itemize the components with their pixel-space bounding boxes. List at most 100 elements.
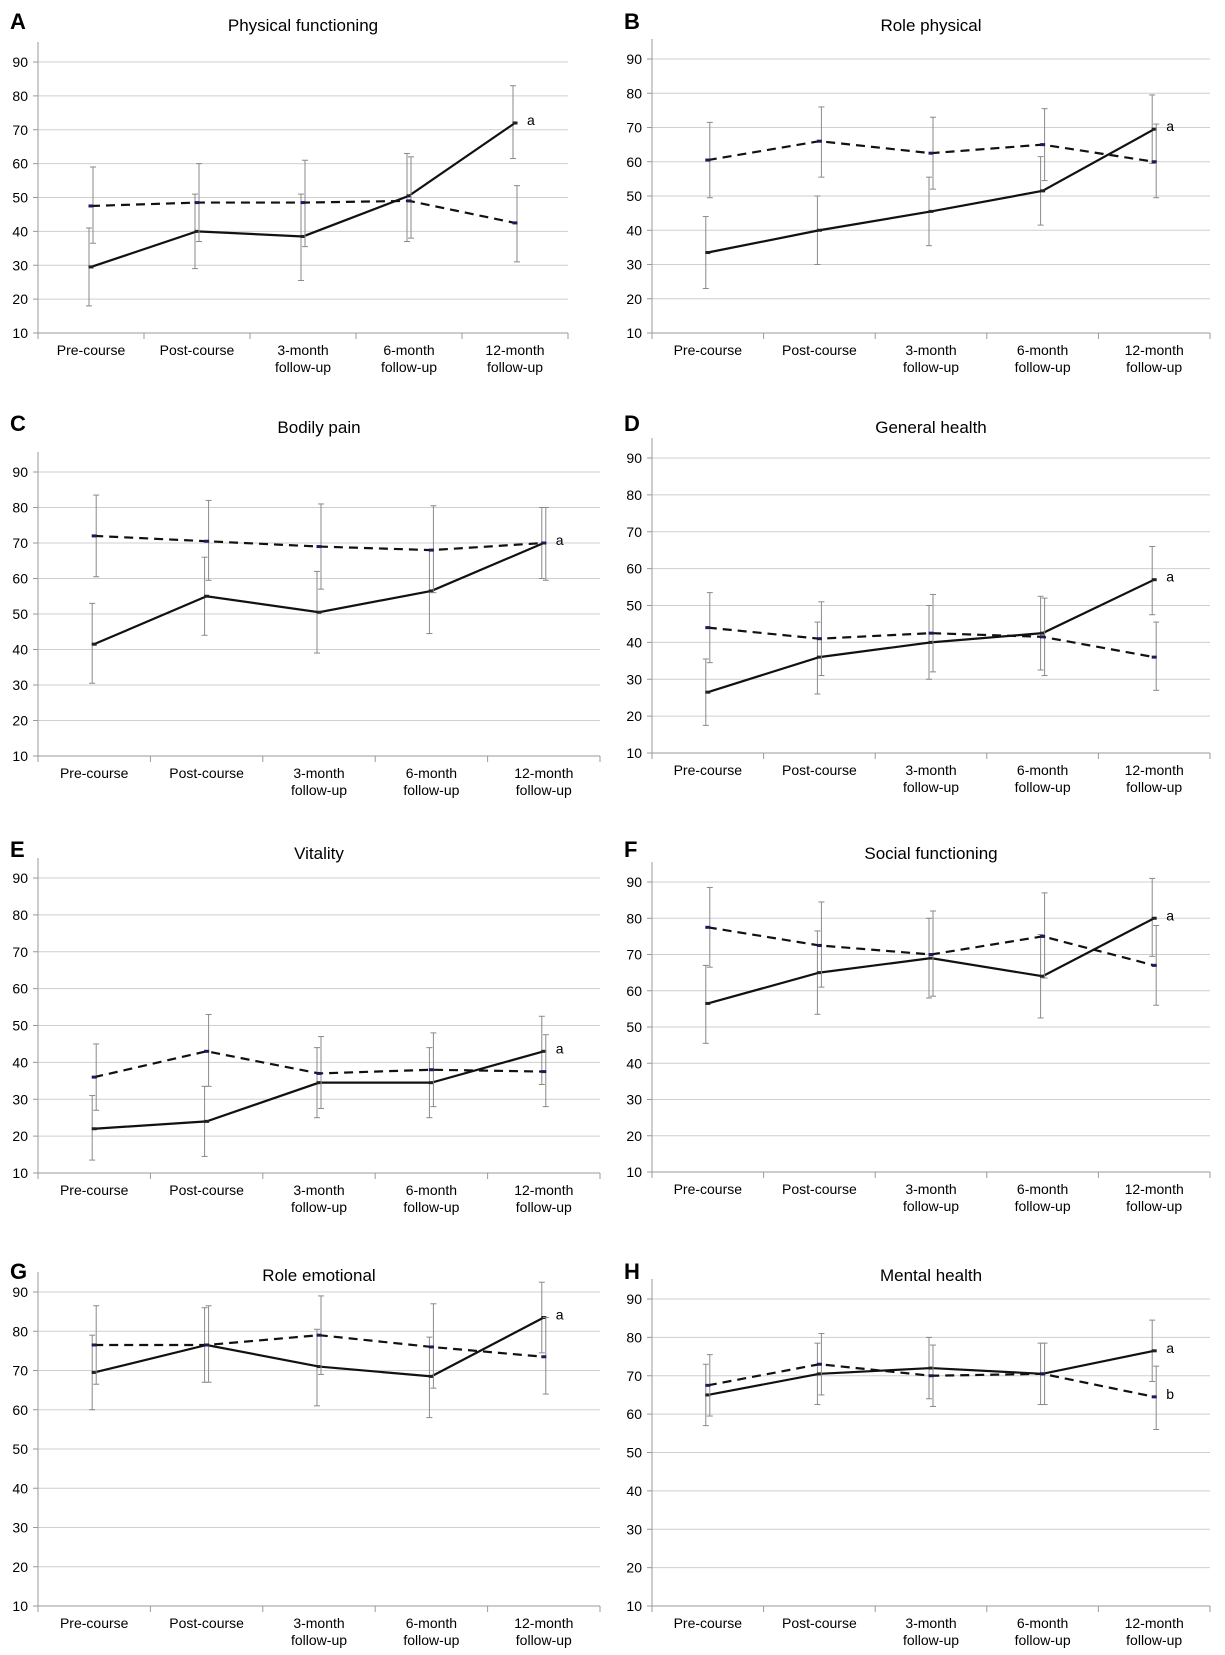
- y-tick-label: 80: [12, 907, 28, 923]
- x-tick-label: 6-month follow-up: [1015, 342, 1071, 375]
- significance-label: a: [1166, 1340, 1174, 1356]
- series-line: [707, 140, 1155, 163]
- x-tick-label: 3-month follow-up: [291, 765, 347, 798]
- data-point: [1151, 963, 1157, 967]
- data-point: [705, 1393, 711, 1397]
- data-point: [816, 655, 822, 659]
- y-tick-label: 60: [12, 981, 28, 997]
- y-tick-label: 60: [626, 1406, 642, 1422]
- panel-h: H Mental health 10 20 30 40 50 60 70 80 90 Pre-cour…: [624, 1259, 1211, 1648]
- x-tick-label: Post-course: [160, 342, 235, 358]
- data-point: [816, 943, 822, 947]
- y-tick-label: 10: [626, 325, 642, 341]
- y-tick-label: 90: [626, 1291, 642, 1307]
- y-tick-label: 70: [12, 122, 28, 138]
- y-tick-label: 20: [12, 713, 28, 729]
- data-point: [928, 209, 934, 213]
- x-tick-label: 3-month follow-up: [291, 1615, 347, 1648]
- y-tick-label: 20: [626, 291, 642, 307]
- y-tick-label: 90: [12, 54, 28, 70]
- data-point: [406, 199, 412, 203]
- y-tick-label: 60: [12, 571, 28, 587]
- data-point: [316, 610, 322, 614]
- x-tick-label: 12-month follow-up: [1125, 762, 1184, 795]
- x-tick-label: 3-month follow-up: [291, 1182, 347, 1215]
- x-tick-label: 6-month follow-up: [381, 342, 437, 375]
- x-tick-label: 12-month follow-up: [1125, 342, 1184, 375]
- data-point: [512, 121, 518, 125]
- y-tick-label: 10: [626, 745, 642, 761]
- data-point: [428, 1068, 434, 1072]
- y-tick-label: 30: [12, 677, 28, 693]
- series-solid: a: [702, 546, 1174, 726]
- data-point: [91, 1075, 97, 1079]
- significance-label: a: [556, 1040, 564, 1056]
- y-tick-label: 20: [12, 1559, 28, 1575]
- y-tick-label: 70: [626, 120, 642, 136]
- x-tick-label: Post-course: [782, 762, 857, 778]
- chart-title: Bodily pain: [277, 418, 360, 437]
- series-solid: a: [89, 1015, 564, 1161]
- data-point: [428, 1081, 434, 1085]
- y-tick-label: 80: [12, 1323, 28, 1339]
- data-point: [541, 1355, 547, 1359]
- data-point: [91, 642, 97, 646]
- y-tick-label: 60: [12, 1402, 28, 1418]
- data-point: [194, 229, 200, 233]
- data-point: [88, 204, 94, 208]
- y-tick-label: 70: [12, 1363, 28, 1379]
- data-point: [1040, 1372, 1046, 1376]
- series-dashed: [91, 1013, 549, 1111]
- data-point: [816, 139, 822, 143]
- chart-title: Role emotional: [262, 1266, 375, 1285]
- series-solid: a: [89, 507, 564, 684]
- data-point: [928, 631, 934, 635]
- panel-a: A Physical functioning 10 20 30 40 50 60 70 80 90 P…: [10, 9, 569, 375]
- x-tick-label: Pre-course: [674, 762, 743, 778]
- y-tick-label: 30: [626, 1092, 642, 1108]
- data-point: [316, 1365, 322, 1369]
- series-line: [707, 926, 1155, 967]
- data-point: [512, 221, 518, 225]
- x-tick-label: 3-month follow-up: [275, 342, 331, 375]
- data-point: [705, 925, 711, 929]
- data-point: [204, 539, 210, 543]
- series-solid: a: [702, 877, 1174, 1044]
- significance-label: a: [1166, 118, 1174, 134]
- y-tick-label: 80: [12, 500, 28, 516]
- y-tick-label: 30: [12, 1520, 28, 1536]
- x-tick-label: 6-month follow-up: [403, 765, 459, 798]
- series-line: [94, 1050, 545, 1130]
- x-tick-label: 6-month follow-up: [1015, 762, 1071, 795]
- data-point: [928, 640, 934, 644]
- y-tick-label: 10: [12, 748, 28, 764]
- series-dashed: [705, 886, 1160, 1006]
- x-tick-label: 12-month follow-up: [485, 342, 544, 375]
- x-tick-label: Pre-course: [57, 342, 126, 358]
- data-point: [88, 265, 94, 269]
- panel-letter: B: [624, 9, 640, 34]
- y-tick-label: 60: [626, 561, 642, 577]
- data-point: [91, 1343, 97, 1347]
- data-point: [705, 690, 711, 694]
- x-tick-label: Post-course: [169, 765, 244, 781]
- panel-f: F Social functioning 10 20 30 40 50 60 70 80 90 Pre…: [624, 837, 1211, 1214]
- y-tick-label: 20: [626, 1560, 642, 1576]
- data-point: [816, 1362, 822, 1366]
- y-tick-label: 70: [626, 947, 642, 963]
- y-tick-label: 30: [12, 1091, 28, 1107]
- data-point: [1040, 635, 1046, 639]
- data-point: [428, 1345, 434, 1349]
- data-point: [91, 1127, 97, 1131]
- panel-letter: A: [10, 9, 26, 34]
- y-tick-label: 10: [626, 1598, 642, 1614]
- series-solid: a: [89, 1281, 564, 1419]
- y-tick-label: 10: [626, 1164, 642, 1180]
- data-point: [816, 1372, 822, 1376]
- data-point: [705, 1001, 711, 1005]
- data-point: [1151, 160, 1157, 164]
- x-tick-label: 12-month follow-up: [514, 1615, 573, 1648]
- y-tick-label: 40: [626, 634, 642, 650]
- y-tick-label: 40: [12, 1480, 28, 1496]
